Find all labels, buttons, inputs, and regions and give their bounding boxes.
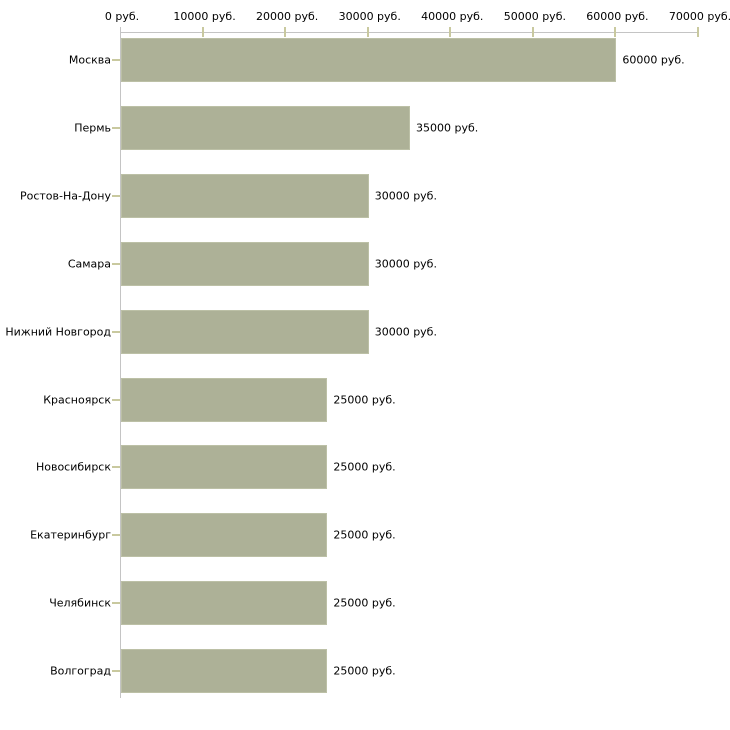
bar-value-label: 25000 руб. [333,393,396,406]
y-axis-tick-mark [112,330,120,333]
bar [121,581,328,626]
x-axis-tick-label: 40000 руб. [421,10,484,23]
category-label: Ростов-На-Дону [19,189,111,203]
bar [121,241,369,286]
x-axis-tick-label: 70000 руб. [668,10,730,23]
y-axis-tick-mark [112,602,120,605]
bar-value-label: 25000 руб. [333,528,396,542]
bar-value-label: 30000 руб. [374,257,437,271]
y-axis-tick-mark [112,194,120,197]
x-axis-tick-label: 60000 руб. [586,10,649,23]
bar [121,513,328,558]
x-axis-tick-label: 0 руб. [104,10,140,23]
x-axis-tick-label: 10000 руб. [173,10,236,23]
x-axis-tick-mark [614,27,617,37]
x-axis-line [120,32,699,33]
bar-value-label: 25000 руб. [333,460,396,474]
bar-value-label: 60000 руб. [622,53,685,67]
category-label: Самара [67,257,111,271]
y-axis-tick-mark [112,534,120,537]
y-axis-tick-mark [112,262,120,265]
y-axis-tick-mark [112,59,120,61]
bar [121,38,617,82]
bar-value-label: 25000 руб. [333,664,396,678]
x-axis-tick-label: 20000 руб. [256,10,319,23]
x-axis-tick-mark [366,27,369,37]
category-label: Волгоград [50,664,111,678]
category-label: Красноярск [43,393,111,406]
y-axis-tick-mark [112,398,120,401]
bar-value-label: 35000 руб. [416,121,479,135]
y-axis-tick-mark [112,670,120,673]
x-axis-tick-label: 50000 руб. [503,10,566,23]
bar [121,377,328,422]
x-axis-tick-mark [284,27,287,37]
bar [121,173,369,218]
bar [121,309,369,354]
x-axis-tick-mark [697,27,699,37]
x-axis-tick-mark [531,27,534,37]
category-label: Нижний Новгород [5,325,111,339]
bar [121,445,328,490]
x-axis-tick-mark [201,27,204,37]
bar [121,649,328,694]
bar-value-label: 30000 руб. [374,325,437,339]
category-label: Москва [68,53,111,67]
x-axis-tick-mark [449,27,452,37]
y-axis-line [120,27,121,699]
bar [121,105,410,150]
bar-value-label: 30000 руб. [374,189,437,203]
y-axis-tick-mark [112,466,120,469]
category-label: Челябинск [49,596,111,610]
bar-value-label: 25000 руб. [333,596,396,610]
category-label: Новосибирск [35,460,111,474]
category-label: Пермь [74,121,111,135]
category-label: Екатеринбург [30,528,111,542]
x-axis-tick-label: 30000 руб. [338,10,401,23]
y-axis-tick-mark [112,126,120,129]
